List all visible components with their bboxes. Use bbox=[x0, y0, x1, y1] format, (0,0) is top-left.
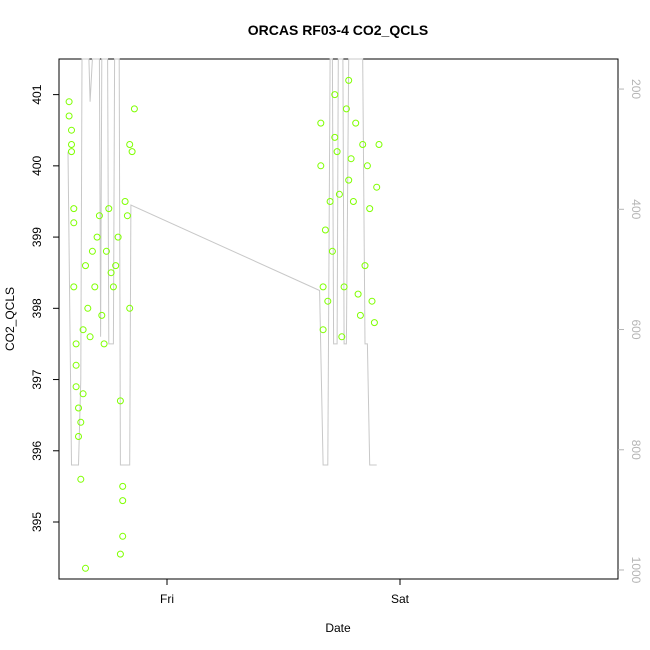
data-point bbox=[128, 148, 136, 156]
data-point bbox=[119, 497, 127, 505]
y2-tick-label: 400 bbox=[629, 199, 643, 219]
plot-area bbox=[58, 58, 619, 580]
y-tick-label: 396 bbox=[30, 440, 44, 460]
data-point bbox=[93, 233, 101, 241]
data-point bbox=[324, 297, 332, 305]
y-axis-label: CO2_QCLS bbox=[3, 287, 17, 351]
y2-tick-label: 800 bbox=[629, 440, 643, 460]
data-point bbox=[116, 550, 124, 558]
y-tick-label: 395 bbox=[30, 512, 44, 532]
data-point bbox=[79, 326, 87, 334]
data-point bbox=[86, 333, 94, 341]
data-point bbox=[91, 283, 99, 291]
y-tick-label: 401 bbox=[30, 84, 44, 104]
data-point bbox=[77, 475, 85, 483]
y-tick-label: 398 bbox=[30, 298, 44, 318]
data-point bbox=[79, 390, 87, 398]
y-tick-label: 400 bbox=[30, 156, 44, 176]
data-point bbox=[65, 112, 73, 120]
data-point bbox=[373, 183, 381, 191]
data-point bbox=[317, 162, 325, 170]
data-point bbox=[68, 126, 75, 134]
data-point bbox=[126, 141, 134, 148]
y2-tick-label: 200 bbox=[629, 79, 643, 99]
data-point bbox=[356, 311, 364, 319]
data-point bbox=[338, 333, 346, 341]
data-point bbox=[105, 205, 113, 213]
data-point bbox=[68, 148, 75, 156]
data-point bbox=[349, 198, 357, 205]
data-point bbox=[100, 340, 108, 348]
data-point bbox=[77, 418, 85, 426]
data-point bbox=[345, 76, 353, 84]
data-point bbox=[102, 247, 110, 255]
data-point bbox=[70, 205, 78, 213]
data-point bbox=[82, 564, 89, 572]
data-point bbox=[326, 198, 334, 205]
data-point bbox=[65, 98, 73, 106]
data-point bbox=[335, 190, 343, 198]
data-point bbox=[75, 404, 82, 412]
series-line bbox=[67, 58, 377, 466]
data-point bbox=[368, 297, 376, 305]
data-point bbox=[95, 212, 103, 220]
data-point bbox=[345, 176, 353, 184]
data-point bbox=[317, 119, 325, 127]
data-point bbox=[342, 105, 350, 113]
data-point bbox=[321, 226, 329, 234]
x-tick-label: Fri bbox=[160, 592, 174, 606]
data-point bbox=[366, 205, 374, 213]
data-point bbox=[123, 212, 131, 220]
data-point bbox=[331, 133, 339, 141]
data-point bbox=[107, 269, 115, 277]
data-point bbox=[370, 319, 378, 327]
data-point bbox=[72, 361, 80, 369]
data-point bbox=[359, 141, 367, 148]
y2-tick-label: 1000 bbox=[629, 557, 643, 584]
y-axis-left: 395 396 397 398 399 400 401 bbox=[30, 84, 59, 532]
data-point bbox=[375, 141, 383, 148]
data-point bbox=[328, 247, 336, 255]
data-point bbox=[112, 262, 120, 270]
data-point bbox=[109, 283, 117, 291]
data-point bbox=[88, 247, 96, 255]
data-point bbox=[82, 262, 89, 270]
data-point bbox=[119, 482, 127, 490]
data-point bbox=[354, 290, 362, 298]
data-point bbox=[130, 105, 138, 113]
data-point bbox=[363, 162, 371, 170]
y-axis-right: 200 400 600 800 1000 bbox=[618, 79, 643, 584]
data-point bbox=[68, 141, 75, 148]
data-point bbox=[70, 283, 78, 291]
data-point bbox=[319, 283, 327, 291]
y-tick-label: 399 bbox=[30, 227, 44, 247]
data-point bbox=[84, 304, 92, 312]
data-point bbox=[72, 340, 80, 348]
x-tick-label: Sat bbox=[391, 592, 410, 606]
x-axis: Fri Sat bbox=[160, 579, 410, 606]
data-point bbox=[114, 233, 122, 241]
data-point bbox=[331, 91, 339, 99]
data-point bbox=[333, 148, 341, 156]
x-axis-label: Date bbox=[325, 621, 351, 635]
points-group bbox=[65, 76, 383, 572]
data-point bbox=[121, 198, 129, 205]
data-point bbox=[352, 119, 360, 127]
data-point bbox=[119, 532, 127, 540]
y-tick-label: 397 bbox=[30, 369, 44, 389]
data-point bbox=[319, 326, 327, 334]
data-point bbox=[70, 219, 78, 227]
data-point bbox=[347, 155, 355, 163]
data-point bbox=[98, 311, 106, 319]
plot-box bbox=[58, 58, 619, 580]
data-point bbox=[361, 262, 369, 270]
data-point bbox=[340, 283, 348, 291]
data-point bbox=[116, 397, 124, 405]
y2-tick-label: 600 bbox=[629, 320, 643, 340]
data-point bbox=[126, 304, 134, 312]
data-point bbox=[75, 433, 82, 440]
data-point bbox=[72, 383, 80, 391]
chart-title: ORCAS RF03-4 CO2_QCLS bbox=[248, 22, 428, 38]
